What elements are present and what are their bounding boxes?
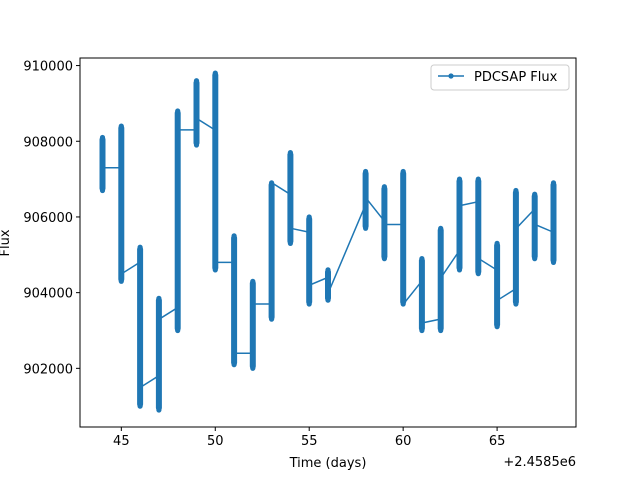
data-cluster xyxy=(456,178,463,271)
cluster-max-point xyxy=(438,225,444,231)
cluster-min-point xyxy=(456,267,463,273)
cluster-min-point xyxy=(494,324,500,330)
plot-data-layer xyxy=(99,70,557,413)
cluster-min-point xyxy=(550,259,557,265)
cluster-min-point xyxy=(287,240,293,246)
y-tick-label: 908000 xyxy=(23,135,73,150)
cluster-min-point xyxy=(306,301,312,307)
data-cluster xyxy=(306,216,313,305)
data-cluster xyxy=(437,227,444,332)
cluster-min-point xyxy=(532,256,538,262)
y-axis: 902000 904000 906000 908000 910000 xyxy=(23,60,80,377)
cluster-max-point xyxy=(99,134,106,141)
legend-box xyxy=(430,64,570,91)
cluster-max-point xyxy=(381,184,387,190)
legend: PDCSAP Flux xyxy=(430,64,570,91)
x-tick-label: 50 xyxy=(207,434,224,449)
data-cluster xyxy=(494,242,501,328)
cluster-max-point xyxy=(363,168,369,175)
cluster-min-point xyxy=(193,142,200,148)
y-tick-label: 904000 xyxy=(23,287,73,302)
data-cluster xyxy=(174,110,181,332)
data-cluster xyxy=(362,170,369,230)
data-cluster xyxy=(268,181,275,321)
cluster-min-point xyxy=(118,278,124,284)
cluster-min-point xyxy=(269,316,275,322)
cluster-min-point xyxy=(231,362,237,368)
x-tick-label: 60 xyxy=(395,434,412,449)
data-cluster xyxy=(512,189,519,305)
x-axis: 45 50 55 60 65 xyxy=(113,427,505,449)
x-tick-label: 45 xyxy=(113,434,130,449)
cluster-max-point xyxy=(193,78,200,84)
cluster-max-point xyxy=(212,70,218,76)
data-cluster xyxy=(325,268,331,302)
cluster-min-point xyxy=(212,267,218,273)
cluster-min-point xyxy=(475,271,481,277)
cluster-max-point xyxy=(137,244,143,250)
cluster-max-point xyxy=(250,278,256,284)
cluster-max-point xyxy=(175,108,181,114)
cluster-max-point xyxy=(494,240,500,246)
data-cluster xyxy=(287,151,294,245)
cluster-min-point xyxy=(325,297,331,303)
cluster-min-point xyxy=(250,365,256,371)
x-offset-label: +2.4585e6 xyxy=(503,455,576,470)
data-cluster xyxy=(531,193,538,260)
x-tick-label: 55 xyxy=(301,434,318,449)
cluster-min-point xyxy=(419,327,425,334)
cluster-max-point xyxy=(532,191,538,197)
data-cluster xyxy=(381,185,388,260)
cluster-min-point xyxy=(175,327,181,334)
y-axis-label: Flux xyxy=(0,229,13,256)
cluster-max-point xyxy=(419,256,425,262)
cluster-max-point xyxy=(306,214,312,220)
data-cluster xyxy=(118,125,125,283)
cluster-max-point xyxy=(269,180,275,186)
cluster-max-point xyxy=(231,233,237,239)
cluster-min-point xyxy=(438,327,444,334)
y-tick-label: 906000 xyxy=(23,211,73,226)
data-cluster xyxy=(550,181,557,264)
cluster-max-point xyxy=(456,176,463,182)
data-cluster xyxy=(400,170,407,305)
cluster-min-point xyxy=(513,301,519,307)
cluster-min-point xyxy=(400,301,406,307)
data-cluster xyxy=(249,280,256,370)
cluster-min-point xyxy=(381,256,387,262)
y-tick-label: 910000 xyxy=(23,60,73,75)
cluster-max-point xyxy=(287,150,293,156)
cluster-max-point xyxy=(475,176,481,182)
data-cluster xyxy=(99,136,106,192)
cluster-max-point xyxy=(118,123,124,129)
legend-point-marker xyxy=(448,73,454,79)
data-cluster xyxy=(231,234,238,366)
cluster-max-point xyxy=(325,267,331,273)
data-cluster xyxy=(212,72,219,271)
cluster-max-point xyxy=(513,187,519,194)
cluster-min-point xyxy=(363,225,369,231)
cluster-min-point xyxy=(137,403,143,409)
data-cluster xyxy=(418,257,425,332)
data-cluster xyxy=(475,178,482,275)
plot-frame xyxy=(79,57,577,428)
data-cluster xyxy=(137,246,144,408)
x-axis-label: Time (days) xyxy=(289,456,367,471)
data-cluster xyxy=(193,79,200,146)
cluster-min-point xyxy=(156,407,162,413)
cluster-max-point xyxy=(550,180,557,186)
series-line xyxy=(101,117,555,389)
x-tick-label: 65 xyxy=(489,434,506,449)
data-cluster xyxy=(155,297,162,411)
cluster-min-point xyxy=(99,187,106,194)
legend-label: PDCSAP Flux xyxy=(474,70,558,85)
cluster-max-point xyxy=(156,295,162,301)
y-tick-label: 902000 xyxy=(23,362,73,377)
cluster-max-point xyxy=(400,168,406,175)
